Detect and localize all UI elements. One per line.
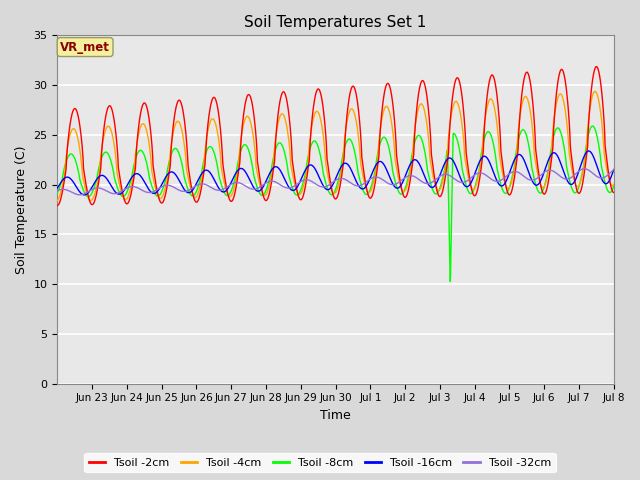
Text: VR_met: VR_met	[60, 40, 110, 54]
X-axis label: Time: Time	[320, 409, 351, 422]
Y-axis label: Soil Temperature (C): Soil Temperature (C)	[15, 145, 28, 274]
Legend: Tsoil -2cm, Tsoil -4cm, Tsoil -8cm, Tsoil -16cm, Tsoil -32cm: Tsoil -2cm, Tsoil -4cm, Tsoil -8cm, Tsoi…	[84, 453, 556, 472]
Title: Soil Temperatures Set 1: Soil Temperatures Set 1	[244, 15, 427, 30]
